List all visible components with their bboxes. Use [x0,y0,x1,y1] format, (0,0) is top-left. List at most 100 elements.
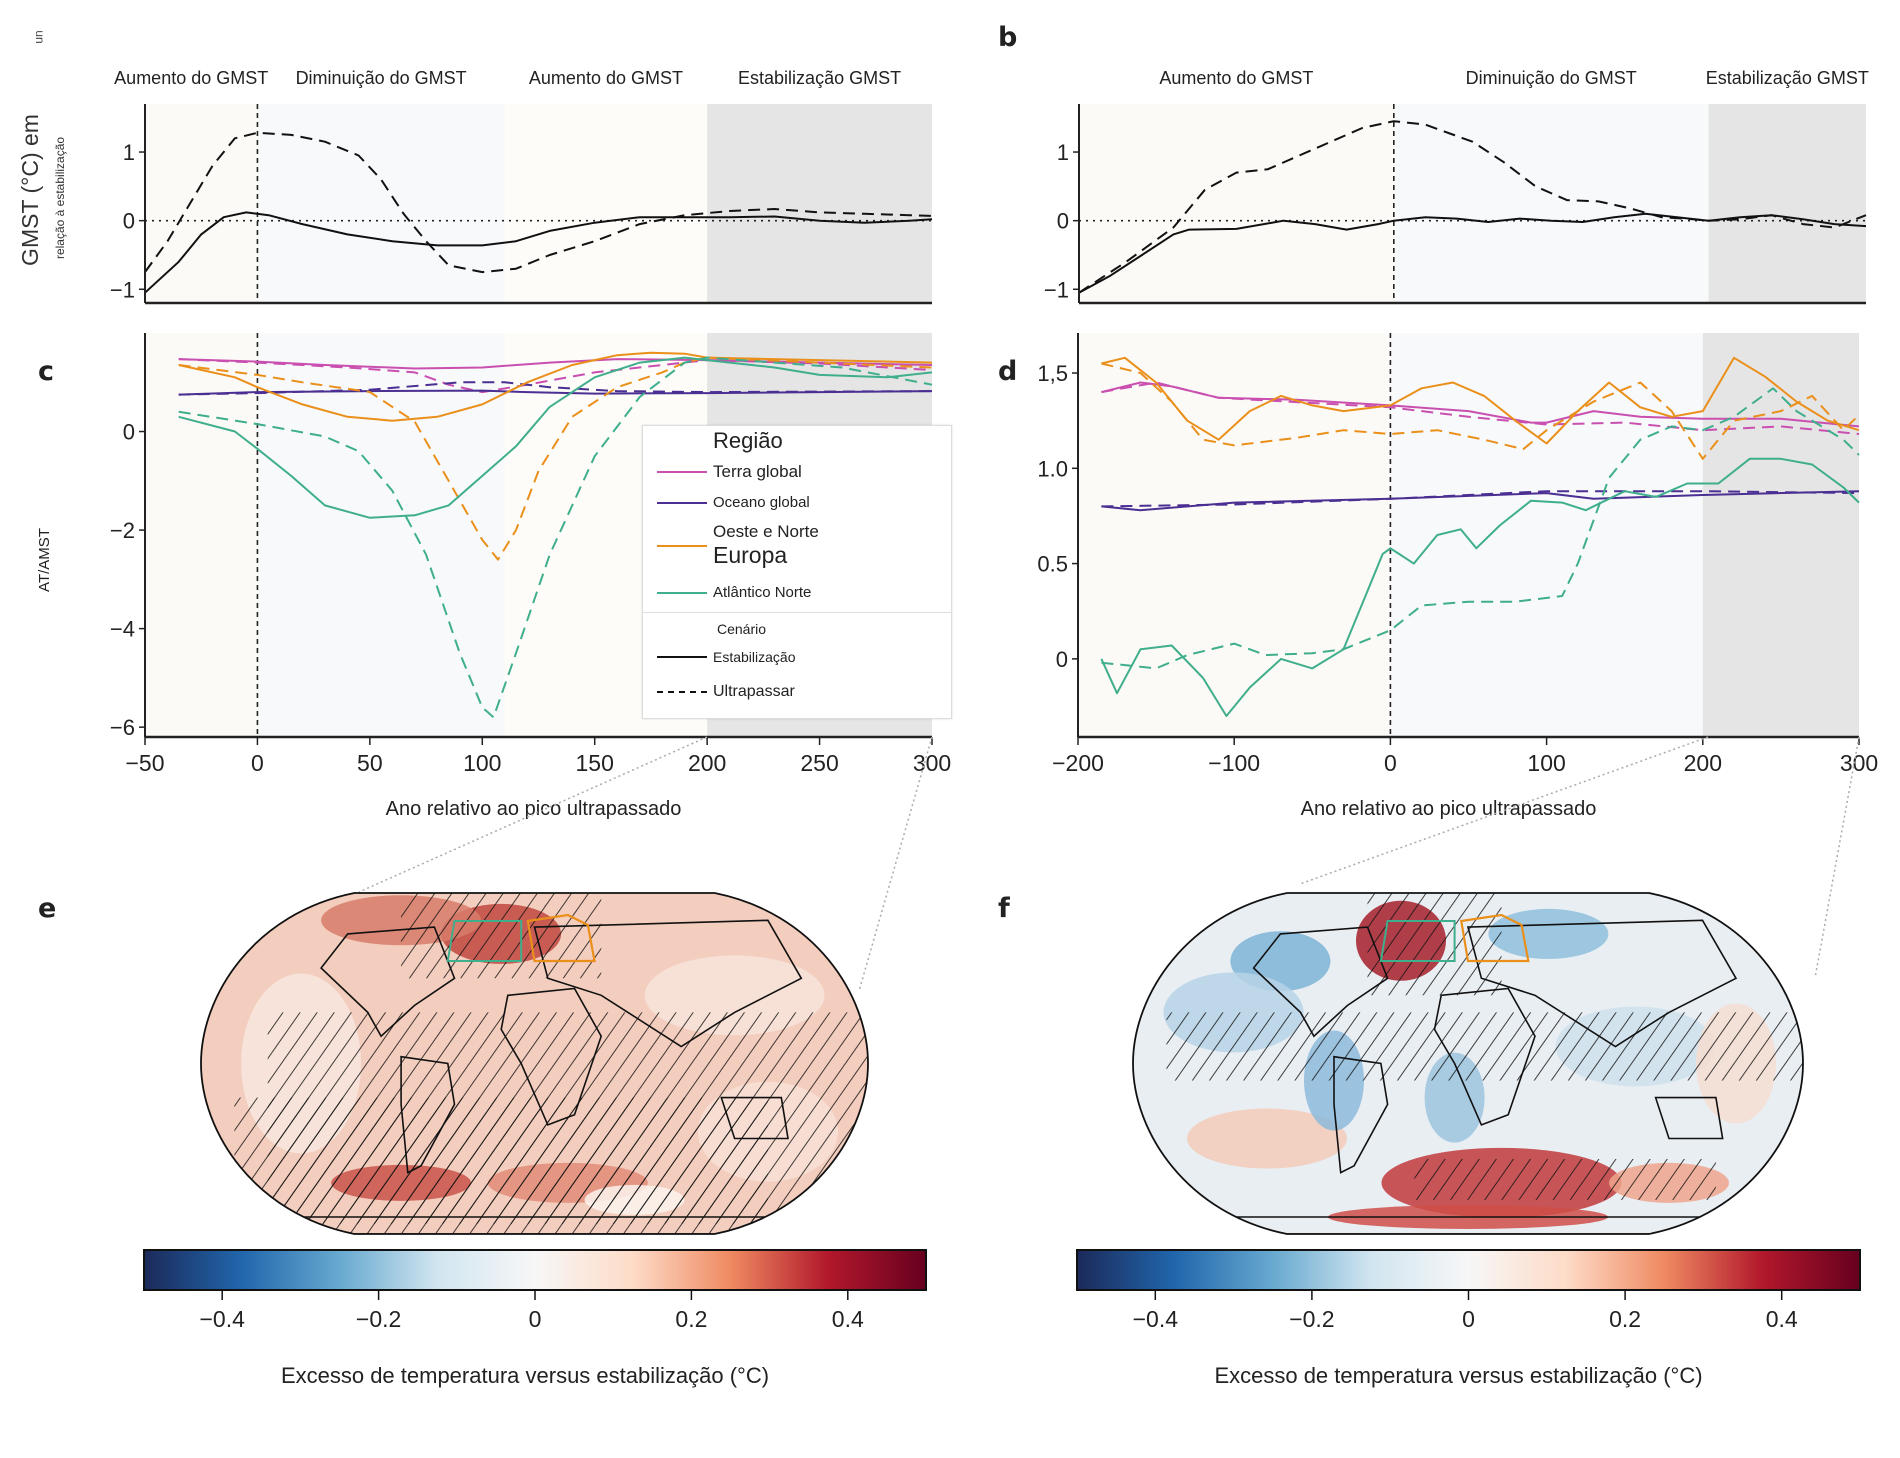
series-line-oeste-e-norte-europa-estabilizacao [1101,356,1860,445]
phase-shading [1702,333,1859,737]
phase-shading [707,104,932,303]
legend-label: Estabilização [713,649,796,665]
x-tick-label: 100 [1527,750,1565,776]
x-axis-label: Ano relativo ao pico ultrapassado [386,798,682,820]
panel-label-f: f [998,893,1010,924]
legend-label: Ultrapassar [713,683,795,700]
legend-scenario-title: Cenário [717,621,767,637]
colorbar-label: Excesso de temperatura versus estabiliza… [281,1363,769,1388]
legend-region-section: Região Terra global Oceano global Oeste … [643,426,951,613]
coastline [1433,987,1536,1126]
x-tick-label: 50 [357,750,383,776]
phase-label: Estabilização GMST [738,68,901,88]
legend-label-line2: Europa [713,542,788,569]
legend-label: Oceano global [713,494,810,511]
y-tick-label: 1 [123,140,135,165]
x-tick-label: 300 [913,750,951,776]
x-axis-label: Ano relativo ao pico ultrapassado [1301,798,1597,820]
coastline [400,1055,456,1174]
legend-region-title: Região [713,428,783,453]
legend-item-estabilizacao: Estabilização [657,649,796,665]
europe-region-box [1460,913,1530,963]
colorbar-tick-label: 0.2 [675,1306,707,1332]
legend-scenario-section: Cenário Estabilização Ultrapassar [643,613,951,718]
series-line-gmst-ultrapassar [144,131,933,274]
series-line-terra-global-ultrapassar [1101,381,1860,435]
colorbar-bar [1076,1249,1861,1291]
europe-region-box [526,913,596,963]
series-line-oeste-e-norte-europa-ultrapassar [178,356,933,561]
map-f [1132,892,1804,1235]
legend-swatch [657,471,707,473]
y-tick-label: 0 [123,209,135,234]
coastline [720,1096,789,1140]
coastline [1654,1096,1724,1140]
x-tick-label: 0 [251,750,264,776]
phase-shading [1390,333,1703,737]
series-line-atlântico-norte-ultrapassar [178,356,933,719]
series-line-atlântico-norte-estabilizacao [1100,457,1860,717]
coastline [500,987,603,1126]
panel-label-d: d [998,356,1018,387]
y-tick-label: −6 [110,715,135,740]
legend-label: Oeste e Norte [713,522,819,541]
zoom-connector-line [358,736,708,893]
coastline [1466,919,1738,1048]
map-anomaly-patch [1187,1108,1347,1169]
corner-text: un [31,30,46,44]
x-tick-label: 100 [463,750,501,776]
phase-shading [145,333,258,737]
series-line-oceano-global-ultrapassar [1101,490,1860,508]
colorbar-tick-label: −0.4 [1133,1306,1179,1332]
phase-shading [257,333,505,737]
series-line-gmst-estabilizacao [144,211,933,294]
legend-swatch [657,591,707,594]
colorbar-tick-label: −0.2 [1289,1306,1334,1332]
legend-swatch [657,501,707,504]
y-tick-label: −1 [1044,277,1069,302]
panel-label-e: e [38,893,57,924]
colorbar-bar [143,1249,927,1291]
phase-shading [504,104,708,303]
series-line-gmst-estabilizacao [1078,212,1867,294]
phase-shading [1708,104,1866,303]
coastline [320,926,456,1038]
colorbar-tick-label: −0.4 [199,1306,245,1332]
x-tick-label: 0 [1384,750,1397,776]
map-anomaly-patch [1488,908,1609,959]
y-tick-label: 0 [1057,209,1069,234]
x-tick-label: −200 [1052,750,1104,776]
y-tick-label: 0 [1056,647,1068,672]
x-tick-label: −100 [1208,750,1260,776]
legend-swatch [657,656,707,658]
y-axis-label: GMST (°C) em [17,114,43,266]
series-line-atlântico-norte-ultrapassar [1101,387,1860,670]
map-e [200,892,869,1235]
x-tick-label: 200 [1684,750,1722,776]
phase-label: Estabilização GMST [1706,68,1869,88]
zoom-connector-line [1814,736,1860,979]
x-tick-label: 300 [1840,750,1878,776]
colorbar-f: −0.4 −0.2 0 0.2 0.4 Excesso de temperatura ve… [1076,1249,1861,1388]
panel-d: 1,5 1.0 0.5 0 −200 −100 0 100 200 300 Ano relativo… [1037,333,1878,820]
north-atlantic-region-box [446,920,523,962]
series-line-atlântico-norte-estabilizacao [178,356,933,519]
colorbar-tick-label: 0.2 [1609,1306,1641,1332]
zoom-connector-line [858,736,933,992]
series-line-gmst-ultrapassar [1078,120,1867,294]
phase-label: Diminuição do GMST [296,68,467,88]
series-line-oeste-e-norte-europa-estabilizacao [178,351,933,422]
y-tick-label: 0.5 [1037,552,1068,577]
y-tick-label: 1.0 [1037,456,1068,481]
colorbar-tick-label: −0.2 [356,1306,401,1332]
map-field [201,893,868,1234]
phase-label: Aumento do GMST [114,68,268,88]
x-tick-label: 250 [800,750,838,776]
legend-item-oceano-global: Oceano global [657,494,810,511]
colorbar-tick-label: 0 [529,1306,542,1332]
x-tick-label: 200 [688,750,726,776]
legend-item-ultrapassar: Ultrapassar [657,683,795,701]
map-significance-hatching [1166,1012,1803,1081]
series-line-terra-global-ultrapassar [178,358,933,394]
colorbar-tick-label: 0.4 [1766,1306,1798,1332]
